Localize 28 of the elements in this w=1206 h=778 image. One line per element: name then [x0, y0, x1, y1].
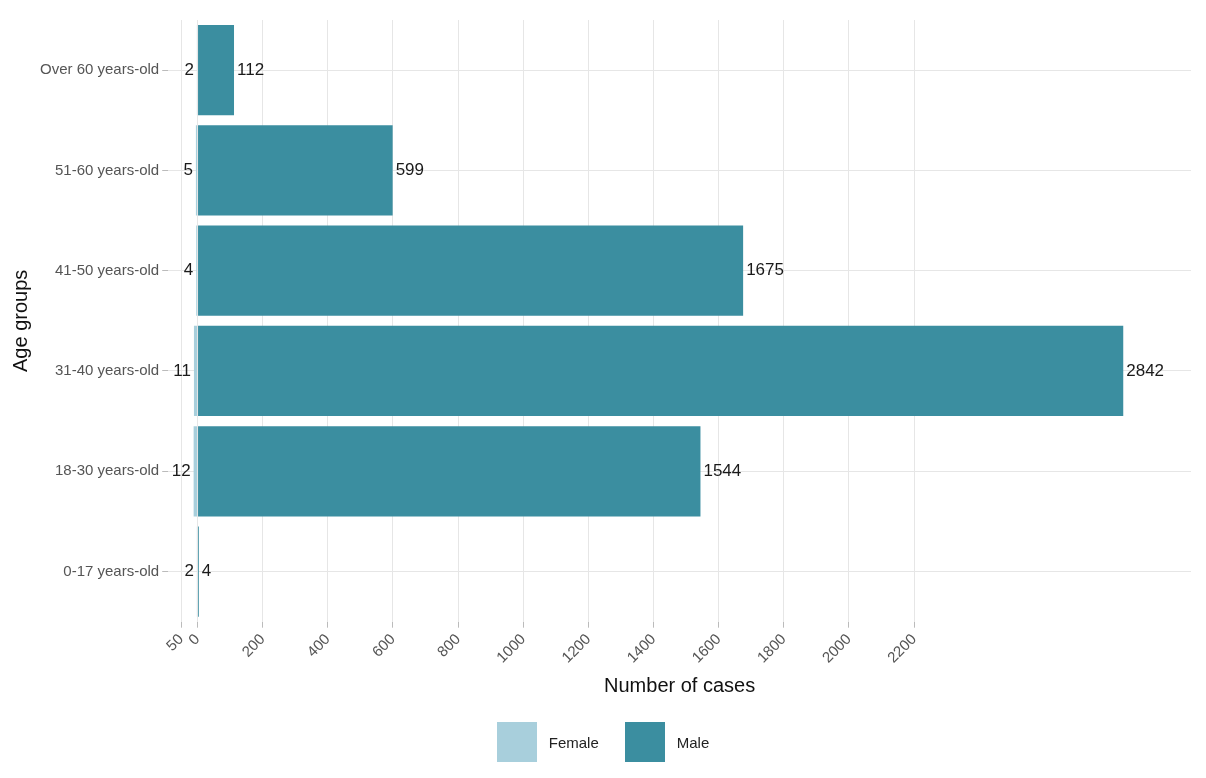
y-tick-label: 41-50 years-old: [54, 260, 160, 278]
y-tick-label: 0-17 years-old: [63, 561, 160, 579]
text: Female: [548, 733, 599, 751]
data-label: 2: [184, 59, 194, 79]
x-tick-label: 800: [433, 630, 464, 660]
y-tick-label: 51-60 years-old: [54, 160, 160, 178]
y-tick-label: 31-40 years-old: [54, 361, 160, 379]
data-label: 11: [173, 360, 191, 380]
y-axis-title: Age groups: [8, 269, 31, 372]
x-tick-label: 200: [238, 630, 268, 660]
data-label: 112: [237, 59, 265, 79]
data-label: 599: [395, 160, 425, 180]
data-label: 4: [183, 260, 194, 280]
data-label: 4: [201, 561, 212, 581]
data-label: 12: [171, 460, 191, 480]
data-label: 1544: [703, 460, 742, 480]
x-tick-label: 0: [184, 630, 203, 648]
y-tick-label: Over 60 years-old: [40, 60, 160, 78]
data-label: 1675: [746, 260, 784, 280]
data-label: 2842: [1126, 360, 1165, 380]
x-tick-label: 400: [303, 630, 333, 660]
data-label: 5: [183, 160, 193, 180]
data-label: 2: [184, 561, 194, 581]
y-tick-label: 18-30 years-old: [54, 461, 160, 479]
x-tick-label: 50: [162, 630, 187, 654]
text: Male: [676, 733, 710, 751]
x-axis-title: Number of cases: [604, 673, 756, 696]
x-tick-label: 600: [368, 630, 399, 660]
